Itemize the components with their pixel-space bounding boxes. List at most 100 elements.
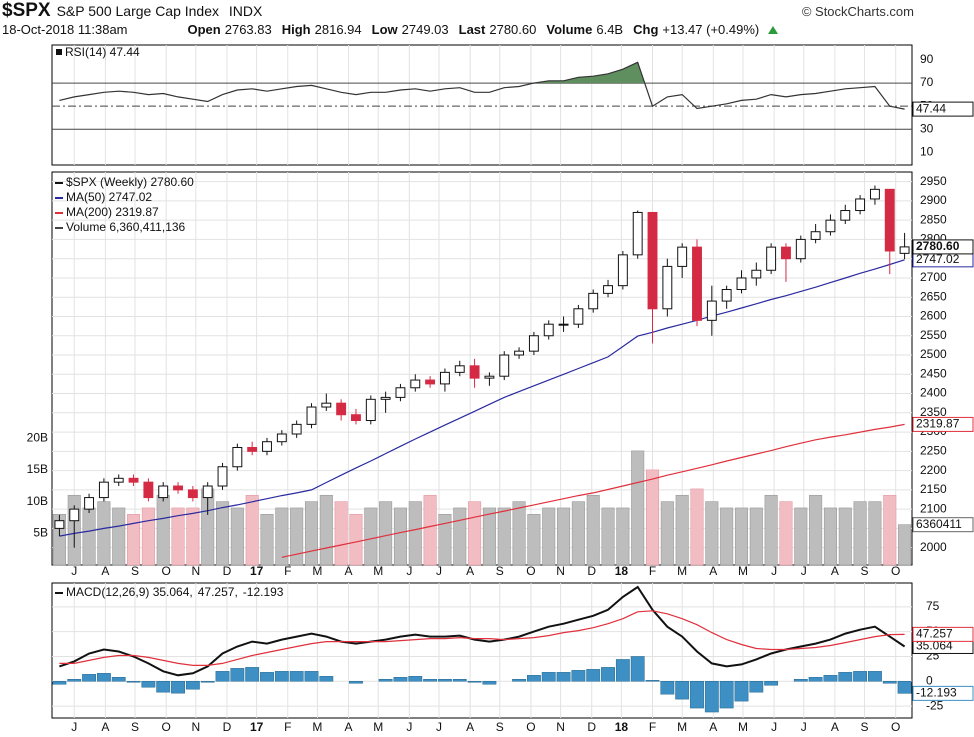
volume-bar: [438, 513, 452, 566]
candle-body: [810, 231, 821, 240]
x-tick-label: A: [101, 564, 109, 578]
candle-body: [840, 210, 851, 221]
volume-bar: [215, 501, 230, 566]
y-tick-label: 70: [920, 75, 934, 89]
x-tick-label: 18: [615, 564, 629, 578]
candle-body: [351, 414, 361, 422]
value-tag-label: 47.257: [916, 627, 953, 641]
volume-bar: [601, 507, 615, 566]
value-tag: [912, 101, 974, 117]
candle-body: [588, 292, 599, 310]
histogram-bar: [690, 681, 704, 709]
candle-body: [721, 289, 732, 302]
candle-body: [425, 379, 436, 385]
candle-body: [751, 269, 762, 279]
candle-body: [217, 466, 228, 487]
volume-bar: [586, 494, 600, 566]
x-tick-label: F: [284, 720, 291, 734]
volume-bar: [838, 507, 852, 566]
histogram-bar: [882, 681, 897, 684]
volume-bar: [97, 501, 111, 566]
x-tick-label: S: [496, 564, 504, 578]
volume-bar: [720, 507, 734, 566]
volume-bar: [379, 501, 393, 566]
histogram-bar: [378, 679, 393, 682]
quote-item: Open 2763.83: [188, 22, 272, 37]
y2-tick-label: 20B: [27, 430, 48, 444]
candle-body: [647, 211, 658, 310]
candle-body: [469, 365, 480, 379]
candle-body: [410, 379, 421, 389]
candle-body: [128, 477, 139, 483]
panel-frame: [51, 582, 913, 719]
x-tick-label: N: [191, 720, 200, 734]
candle-body: [395, 387, 406, 398]
quote-value: +13.47 (+0.49%): [662, 22, 760, 37]
histogram-bar: [423, 679, 438, 682]
x-tick-label: A: [709, 720, 717, 734]
x-tick-label: M: [738, 720, 748, 734]
x-tick-label: D: [223, 564, 232, 578]
quote-label: Chg: [633, 22, 659, 37]
histogram-bar: [541, 672, 556, 682]
quote-label: Open: [187, 22, 221, 37]
candle-body: [706, 300, 717, 321]
candle-body: [336, 402, 347, 416]
y-tick-label: 2650: [920, 289, 947, 303]
histogram-bar: [601, 667, 615, 682]
histogram-bar: [808, 677, 823, 682]
histogram-bar: [675, 681, 690, 700]
y-tick-label: 2200: [920, 463, 947, 477]
histogram-bar: [156, 681, 171, 693]
candle-body: [499, 354, 510, 377]
quote-item: Chg +13.47 (+0.49%): [633, 22, 759, 37]
volume-bar: [660, 501, 674, 566]
legend-label: MA(200) 2319.87: [66, 205, 159, 219]
x-tick-label: M: [373, 564, 383, 578]
y-tick-label: 2000: [920, 540, 947, 554]
y-tick-label: 2250: [920, 444, 947, 458]
histogram-bar: [215, 671, 230, 682]
candle-body: [781, 246, 791, 260]
x-tick-label: A: [345, 720, 353, 734]
y-tick-label: 2600: [920, 309, 947, 323]
candle-body: [692, 246, 702, 321]
rsi-line: [59, 61, 905, 110]
credit: © StockCharts.com: [801, 4, 914, 19]
quote-value: 2749.03: [401, 22, 449, 37]
quote-label: High: [281, 22, 311, 37]
volume-bar: [527, 513, 541, 566]
candle-body: [54, 520, 65, 529]
x-tick-label: J: [436, 564, 442, 578]
candle-body: [232, 446, 243, 468]
histogram-bar: [408, 676, 423, 682]
candle-body: [306, 406, 317, 425]
value-tag-label: 2319.87: [916, 417, 960, 431]
volume-bar: [512, 501, 526, 566]
value-tag: [912, 685, 974, 701]
candle-body: [143, 481, 154, 499]
volume-bar: [542, 507, 556, 566]
volume-bar: [304, 501, 319, 566]
volume-bar: [127, 513, 141, 566]
value-tag-label: 2747.02: [916, 252, 960, 266]
candle-body: [276, 433, 287, 443]
histogram-bar: [467, 681, 482, 683]
histogram-bar: [200, 681, 215, 683]
histogram-bar: [823, 675, 838, 682]
volume-bar: [557, 507, 571, 566]
volume-bar: [171, 507, 185, 566]
volume-bar: [275, 507, 289, 566]
x-tick-label: O: [526, 720, 535, 734]
volume-bar: [393, 507, 407, 566]
histogram-bar: [838, 672, 853, 682]
candle-body: [365, 398, 376, 422]
candle-body: [662, 265, 673, 310]
candle-body: [98, 481, 109, 499]
header-line: $SPX S&P 500 Large Cap Index INDX © Stock…: [2, 0, 914, 22]
volume-bar: [497, 507, 511, 566]
legend-label: MACD(12,26,9) 35.064,: [66, 585, 193, 599]
x-tick-label: O: [162, 720, 171, 734]
candle-body: [736, 277, 747, 291]
